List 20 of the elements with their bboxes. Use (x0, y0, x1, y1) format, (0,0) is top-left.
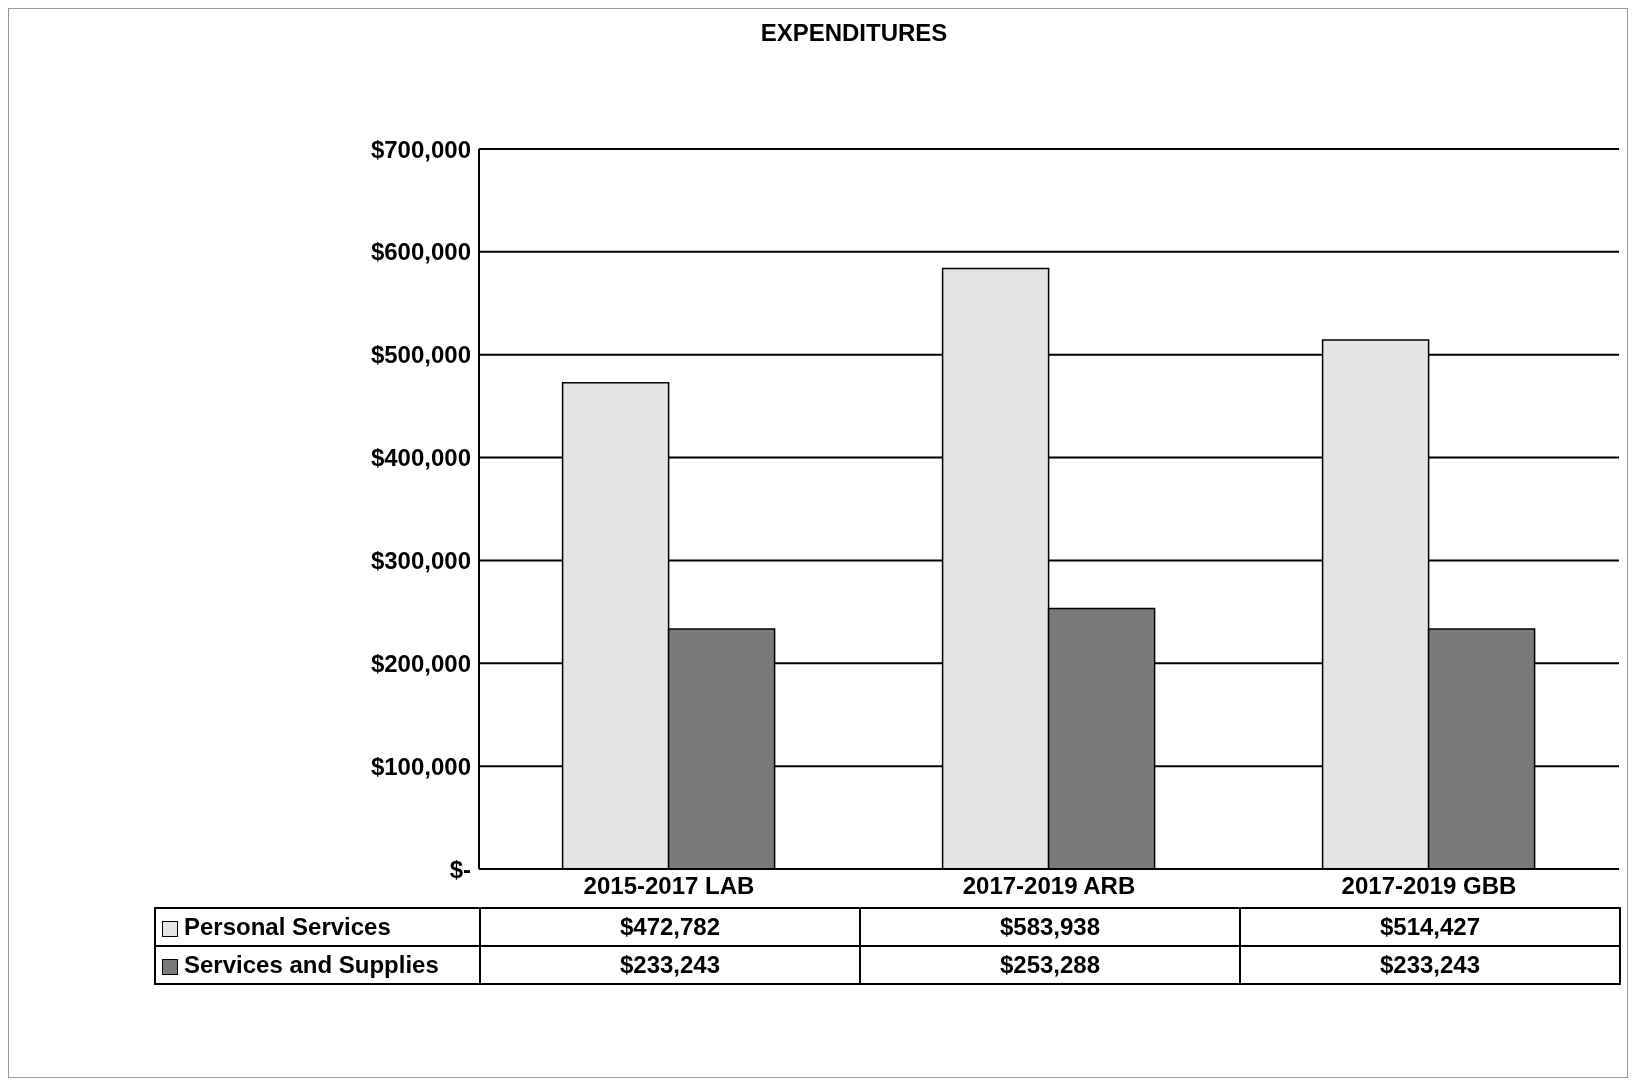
y-tick-label: $- (449, 855, 471, 883)
data-label: $253,288 (860, 946, 1240, 984)
y-tick-label: $100,000 (370, 752, 471, 780)
legend-label: Personal Services (184, 913, 391, 940)
chart-title: EXPENDITURES (759, 19, 949, 47)
x-tick-label: 2017-2019 ARB (962, 872, 1136, 900)
x-tick-label: 2015-2017 LAB (583, 872, 755, 900)
legend-label: Services and Supplies (184, 951, 439, 978)
y-tick-label: $600,000 (370, 238, 471, 266)
y-tick-label: $300,000 (370, 546, 471, 574)
data-label: $233,243 (480, 946, 860, 984)
x-tick-label: 2017-2019 GBB (1341, 872, 1517, 900)
data-label: $583,938 (860, 908, 1240, 946)
y-tick-label: $400,000 (370, 444, 471, 472)
data-label: $472,782 (480, 908, 860, 946)
y-tick-label: $500,000 (370, 341, 471, 369)
data-label: $514,427 (1240, 908, 1620, 946)
y-tick-label: $200,000 (370, 649, 471, 677)
data-label: $233,243 (1240, 946, 1620, 984)
y-tick-label: $700,000 (370, 135, 471, 163)
